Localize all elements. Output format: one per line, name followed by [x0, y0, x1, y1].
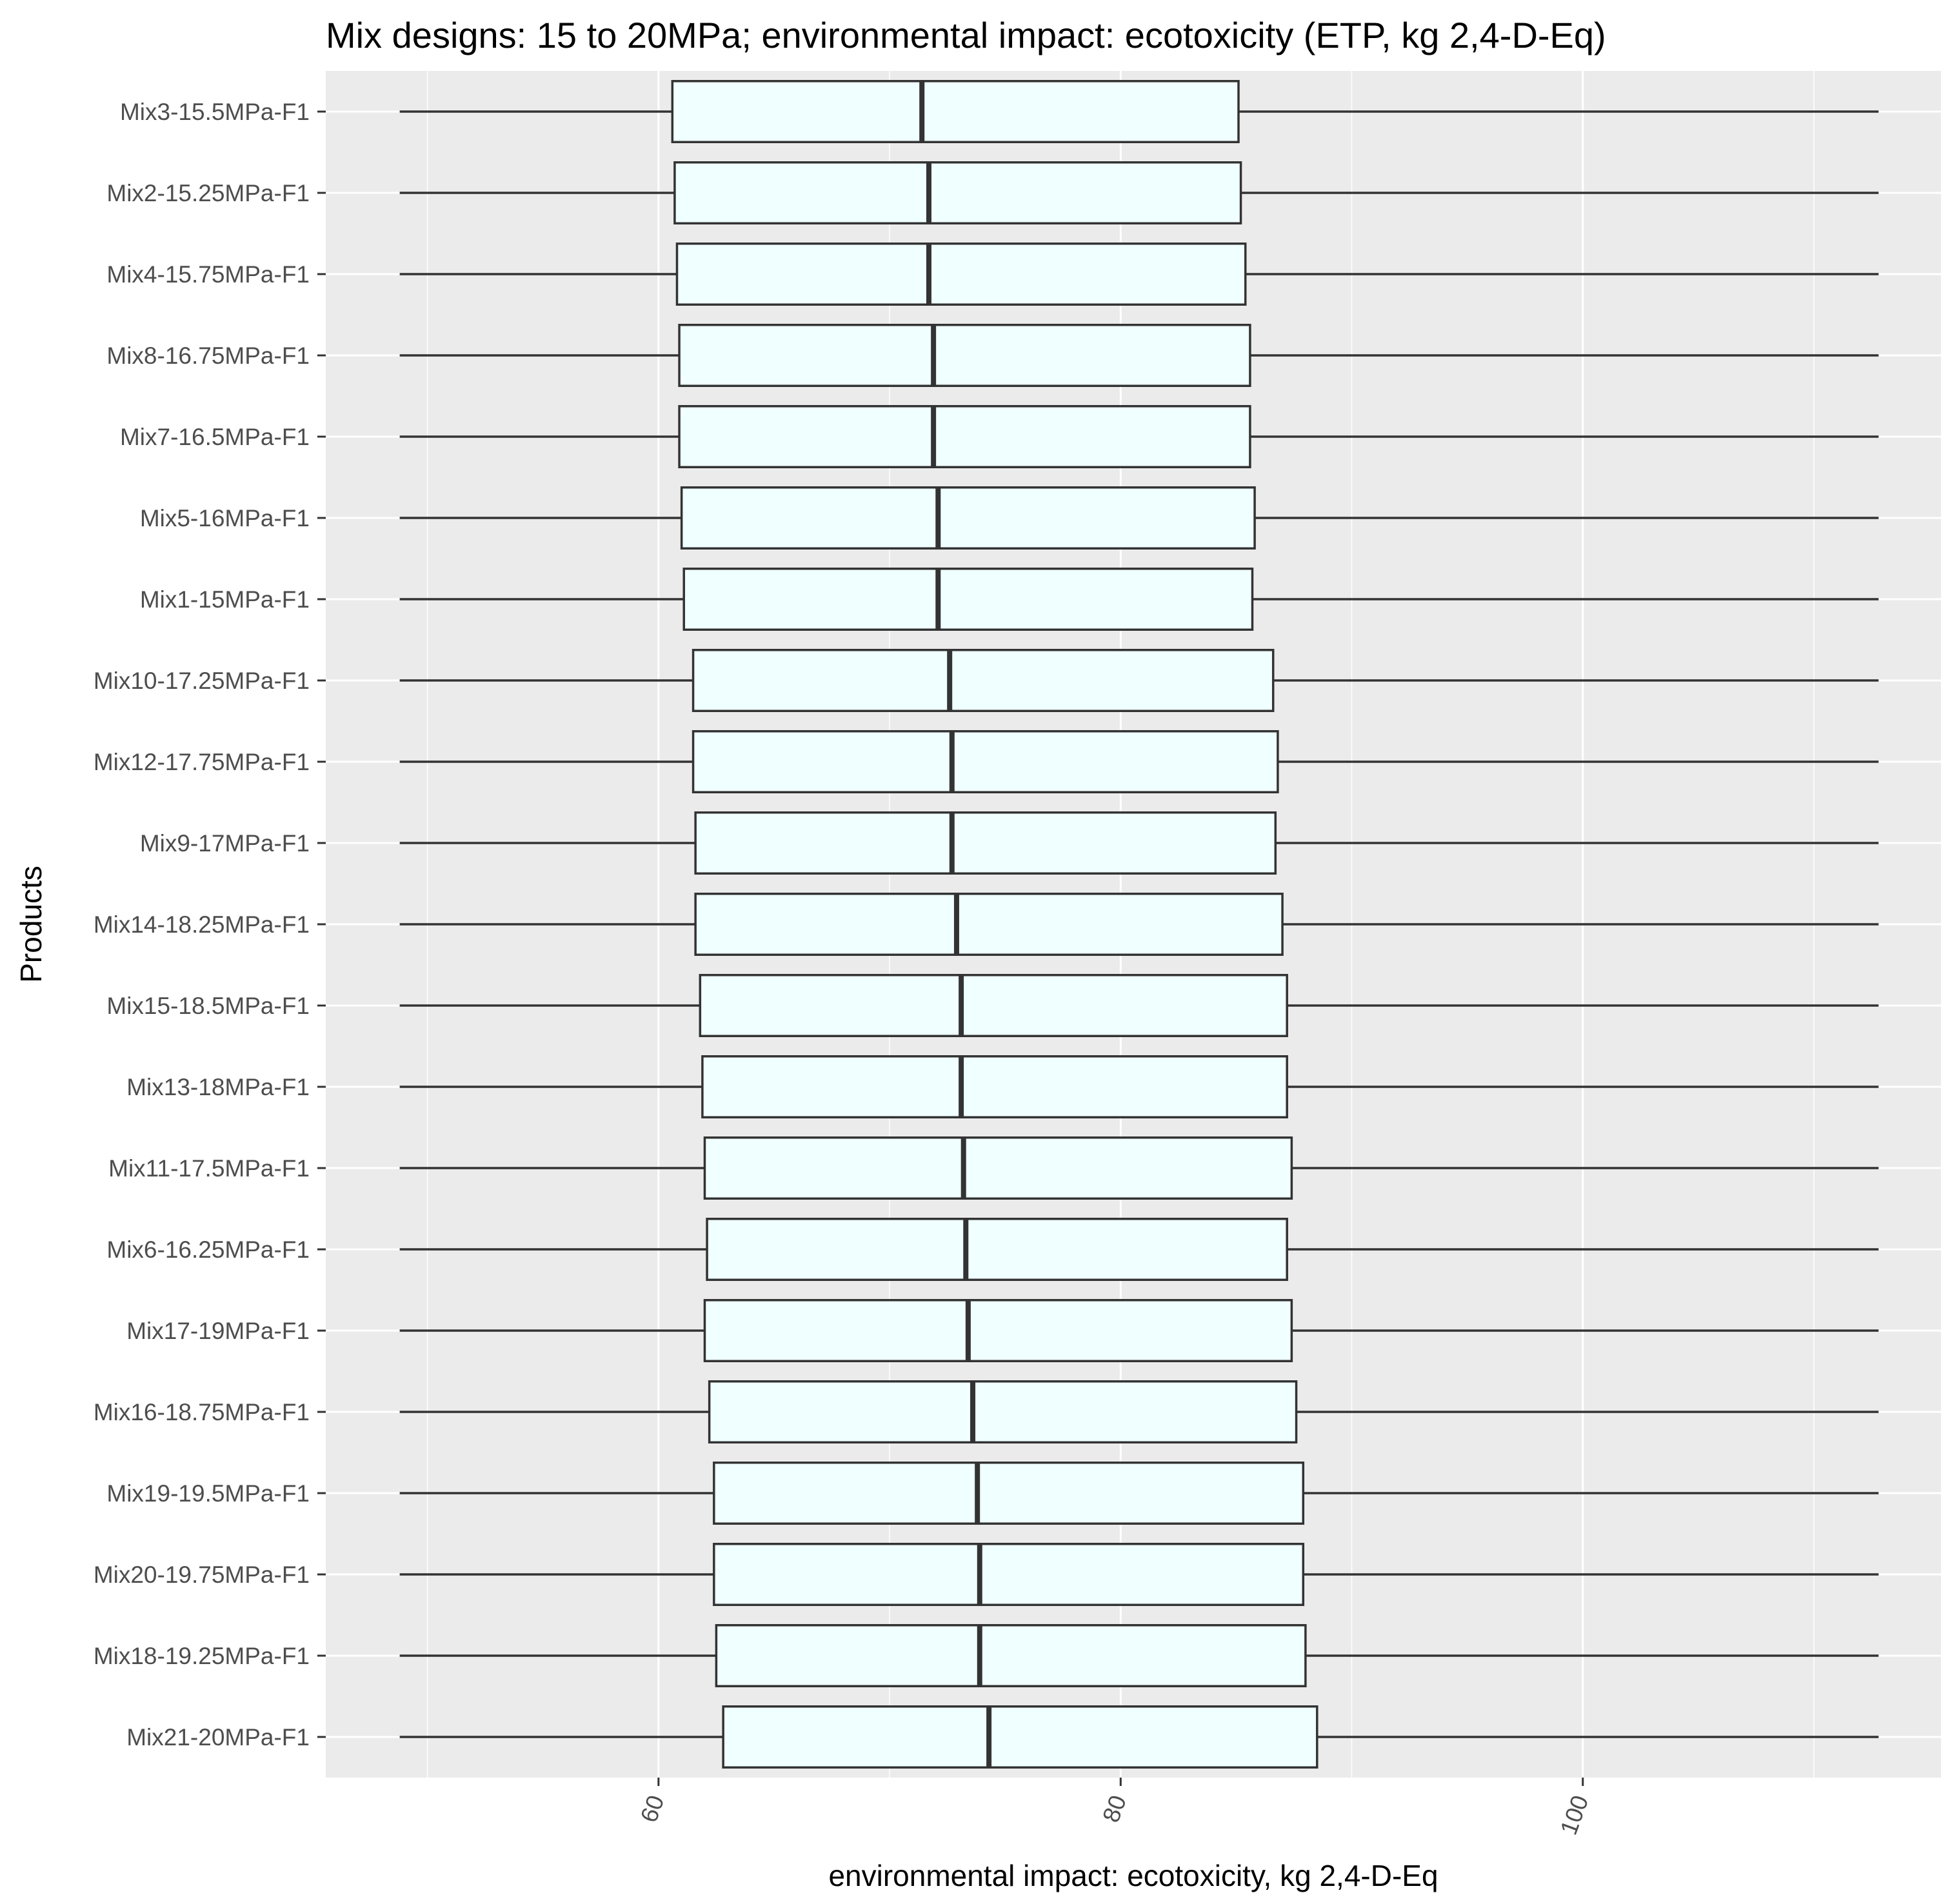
box-iqr: [703, 1136, 1293, 1200]
y-axis-title: Products: [14, 866, 48, 983]
chart-title: Mix designs: 15 to 20MPa; environmental …: [326, 15, 1606, 55]
box-Mix11-17.5MPa-F1: [399, 1136, 1879, 1200]
y-tick-label: Mix4-15.75MPa-F1: [106, 261, 310, 288]
box-iqr: [675, 243, 1247, 306]
box-Mix4-15.75MPa-F1: [399, 243, 1879, 306]
box-iqr: [682, 568, 1254, 631]
box-Mix20-19.75MPa-F1: [399, 1543, 1879, 1606]
y-tick-label: Mix17-19MPa-F1: [126, 1318, 310, 1344]
box-iqr: [691, 649, 1275, 712]
box-iqr: [713, 1543, 1305, 1606]
box-iqr: [701, 1055, 1288, 1118]
y-tick-label: Mix18-19.25MPa-F1: [94, 1643, 310, 1669]
y-tick-label: Mix5-16MPa-F1: [140, 505, 310, 531]
box-iqr: [708, 1380, 1298, 1443]
box-iqr: [671, 80, 1240, 143]
y-tick-label: Mix10-17.25MPa-F1: [94, 668, 310, 694]
box-Mix9-17MPa-F1: [399, 811, 1879, 875]
y-tick-label: Mix8-16.75MPa-F1: [106, 342, 310, 369]
box-iqr: [691, 730, 1279, 793]
y-tick-label: Mix12-17.75MPa-F1: [94, 749, 310, 775]
box-Mix7-16.5MPa-F1: [399, 405, 1879, 468]
box-Mix12-17.75MPa-F1: [399, 730, 1879, 793]
box-iqr: [673, 161, 1242, 224]
box-iqr: [678, 324, 1251, 387]
y-tick-label: Mix11-17.5MPa-F1: [108, 1155, 310, 1182]
box-Mix10-17.25MPa-F1: [399, 649, 1879, 712]
y-tick-label: Mix16-18.75MPa-F1: [94, 1399, 310, 1425]
box-Mix8-16.75MPa-F1: [399, 324, 1879, 387]
box-series: [399, 80, 1879, 1769]
box-Mix13-18MPa-F1: [399, 1055, 1879, 1118]
y-tick-label: Mix13-18MPa-F1: [126, 1074, 310, 1100]
box-iqr: [703, 1299, 1293, 1362]
box-Mix14-18.25MPa-F1: [399, 893, 1879, 956]
y-tick-label: Mix21-20MPa-F1: [126, 1724, 310, 1750]
box-Mix17-19MPa-F1: [399, 1299, 1879, 1362]
box-Mix3-15.5MPa-F1: [399, 80, 1879, 143]
y-tick-label: Mix14-18.25MPa-F1: [94, 911, 310, 938]
y-tick-label: Mix15-18.5MPa-F1: [106, 993, 310, 1019]
box-Mix1-15MPa-F1: [399, 568, 1879, 631]
box-iqr: [694, 811, 1277, 875]
box-iqr: [699, 974, 1288, 1037]
x-tick-label: 60: [635, 1792, 670, 1826]
x-tick-label: 100: [1555, 1792, 1594, 1838]
box-Mix15-18.5MPa-F1: [399, 974, 1879, 1037]
x-axis-title: environmental impact: ecotoxicity, kg 2,…: [828, 1859, 1438, 1892]
y-tick-label: Mix9-17MPa-F1: [140, 830, 310, 857]
box-iqr: [680, 486, 1256, 550]
x-tick-label: 80: [1097, 1792, 1131, 1826]
box-iqr: [715, 1624, 1307, 1687]
y-tick-label: Mix1-15MPa-F1: [140, 586, 310, 613]
box-Mix6-16.25MPa-F1: [399, 1218, 1879, 1281]
box-Mix18-19.25MPa-F1: [399, 1624, 1879, 1687]
box-iqr: [706, 1218, 1288, 1281]
x-axis: 60 80 100: [635, 1778, 1594, 1838]
box-Mix16-18.75MPa-F1: [399, 1380, 1879, 1443]
box-iqr: [694, 893, 1284, 956]
box-Mix21-20MPa-F1: [399, 1705, 1879, 1769]
box-iqr: [678, 405, 1251, 468]
box-iqr: [713, 1462, 1305, 1525]
box-Mix2-15.25MPa-F1: [399, 161, 1879, 224]
y-tick-label: Mix7-16.5MPa-F1: [120, 424, 310, 450]
y-axis: Mix3-15.5MPa-F1 Mix2-15.25MPa-F1 Mix4-15.7…: [94, 99, 326, 1750]
y-tick-label: Mix20-19.75MPa-F1: [94, 1562, 310, 1588]
y-tick-label: Mix2-15.25MPa-F1: [106, 180, 310, 206]
y-tick-label: Mix3-15.5MPa-F1: [120, 99, 310, 125]
y-tick-label: Mix6-16.25MPa-F1: [106, 1236, 310, 1263]
box-iqr: [722, 1705, 1318, 1769]
y-tick-label: Mix19-19.5MPa-F1: [106, 1480, 310, 1507]
box-Mix5-16MPa-F1: [399, 486, 1879, 550]
box-Mix19-19.5MPa-F1: [399, 1462, 1879, 1525]
